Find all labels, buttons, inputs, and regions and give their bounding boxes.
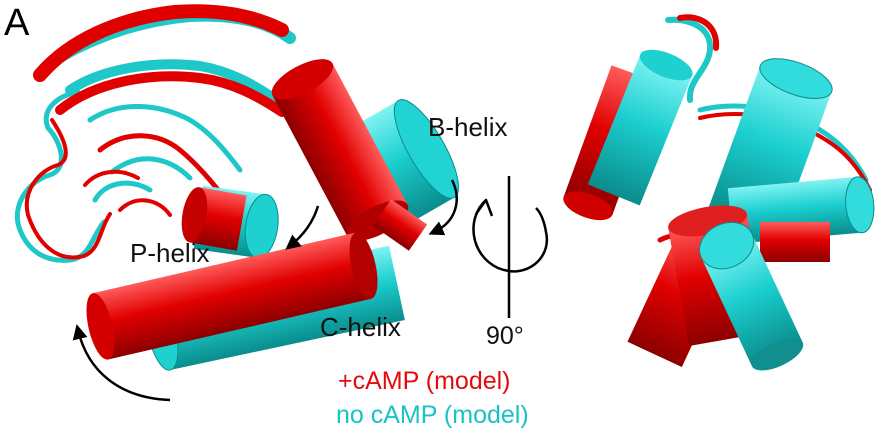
legend-no-camp-model: no cAMP (model) [336, 401, 529, 429]
rotation-label: 90° [486, 322, 524, 350]
panel-letter: A [4, 2, 30, 44]
c-helix-label: C-helix [320, 312, 401, 342]
right-cyan-helix-4 [699, 221, 804, 371]
legend-camp-model: +cAMP (model) [338, 367, 511, 395]
right-red-helix-4 [760, 222, 830, 262]
p-helix-label: P-helix [130, 238, 210, 268]
rotation-symbol [472, 176, 549, 318]
left-structure-view [14, 4, 459, 402]
b-helix-label: B-helix [428, 112, 508, 142]
motion-arrows [72, 179, 458, 402]
red-ribbon-loops [24, 4, 289, 260]
right-cyan-helix-1 [587, 49, 693, 206]
b-helix-cylinders [271, 59, 459, 251]
p-helix-cylinders [181, 185, 279, 259]
right-structure-view [563, 14, 875, 371]
c-helix-cylinders [86, 232, 405, 371]
